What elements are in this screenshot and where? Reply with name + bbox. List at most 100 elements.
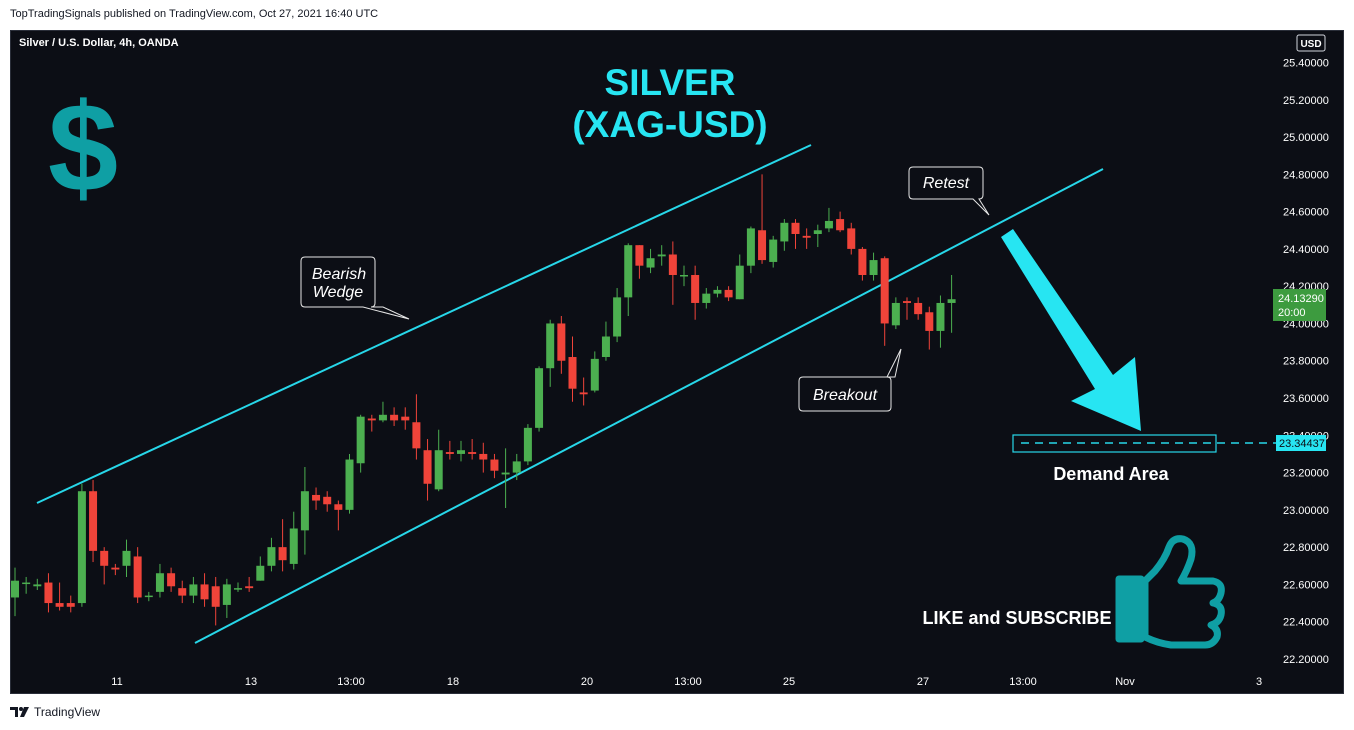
- x-tick-label: 18: [447, 676, 459, 688]
- candle: [390, 407, 399, 426]
- candle: [457, 440, 465, 462]
- candle: [367, 414, 376, 432]
- candle: [312, 487, 321, 510]
- y-tick-label: 25.00000: [1283, 132, 1329, 144]
- candle: [334, 500, 343, 531]
- y-tick-label: 24.60000: [1283, 207, 1329, 219]
- lower-trendline: [194, 168, 1104, 644]
- candle: [122, 539, 131, 577]
- chart-area[interactable]: 25.40000 25.20000 25.00000 24.80000 24.60000…: [10, 30, 1344, 694]
- candle: [802, 228, 811, 249]
- candle: [947, 274, 956, 333]
- candle: [724, 286, 733, 302]
- candle: [267, 537, 276, 572]
- candle: [813, 224, 822, 248]
- bearish-wedge-callout: [300, 256, 410, 320]
- last-price-value: 24.13290: [1278, 293, 1324, 305]
- price-axis[interactable]: 25.40000 25.20000 25.00000 24.80000 24.60000…: [1283, 58, 1329, 666]
- currency-badge-box[interactable]: [1296, 34, 1326, 52]
- last-price-countdown: 20:00: [1278, 307, 1306, 319]
- candle: [780, 219, 789, 251]
- x-tick-label: 13:00: [674, 676, 702, 688]
- candle: [100, 547, 109, 585]
- bearish-label-line1: Bearish: [312, 266, 366, 283]
- tradingview-logo-icon: [10, 707, 29, 717]
- candle: [903, 297, 911, 320]
- candle: [914, 297, 923, 320]
- x-tick-label: 13:00: [1009, 676, 1037, 688]
- candle: [412, 394, 421, 460]
- bearish-label-line2: Wedge: [313, 284, 364, 301]
- currency-badge: USD: [1300, 39, 1321, 50]
- candle: [155, 563, 164, 598]
- candle: [936, 295, 945, 348]
- candle: [234, 582, 242, 592]
- like-subscribe-label: LIKE and SUBSCRIBE: [922, 608, 1111, 628]
- candle: [55, 582, 64, 611]
- x-tick-label: 20: [581, 676, 593, 688]
- y-tick-label: 23.20000: [1283, 468, 1329, 480]
- candlestick-chart[interactable]: 25.40000 25.20000 25.00000 24.80000 24.60000…: [11, 31, 1343, 693]
- candle: [300, 466, 309, 555]
- breakout-label: Breakout: [813, 387, 878, 404]
- candles: [11, 174, 956, 626]
- candle: [824, 207, 833, 233]
- y-tick-label: 23.80000: [1283, 356, 1329, 368]
- candle: [401, 407, 410, 430]
- candle: [635, 245, 644, 279]
- x-tick-label: 13:00: [337, 676, 365, 688]
- candle: [289, 511, 298, 570]
- y-tick-label: 22.60000: [1283, 579, 1329, 591]
- candle: [434, 429, 443, 492]
- candle: [111, 563, 120, 576]
- candle: [702, 288, 711, 309]
- candle: [66, 595, 75, 613]
- footer-brand: TradingView: [34, 705, 101, 719]
- candle: [880, 256, 889, 346]
- retest-label: Retest: [923, 175, 970, 192]
- candle: [22, 576, 31, 594]
- candle: [869, 252, 878, 281]
- candle: [713, 286, 722, 298]
- candle: [490, 453, 499, 479]
- retest-callout: [908, 166, 990, 216]
- y-tick-label: 25.40000: [1283, 58, 1329, 70]
- candle: [746, 226, 755, 274]
- symbol-label: Silver / U.S. Dollar, 4h, OANDA: [19, 37, 179, 49]
- publish-line: TopTradingSignals published on TradingVi…: [10, 8, 379, 20]
- candle: [735, 254, 744, 300]
- candle: [256, 556, 265, 581]
- upper-trendline: [36, 144, 812, 504]
- candle: [144, 591, 153, 602]
- candle: [44, 573, 53, 613]
- time-axis[interactable]: 11 13 13:00 18 20 13:00 25 27 13:00 Nov 3: [111, 676, 1262, 688]
- y-tick-label: 23.00000: [1283, 505, 1329, 517]
- candle: [657, 245, 666, 266]
- y-tick-label: 23.60000: [1283, 393, 1329, 405]
- dollar-sign-icon: $: [48, 77, 118, 218]
- candle: [590, 351, 599, 393]
- footer: TradingView: [10, 705, 100, 719]
- x-tick-label: 13: [245, 676, 257, 688]
- candle: [345, 453, 354, 514]
- candle: [847, 222, 856, 255]
- candle: [769, 235, 778, 268]
- candle: [557, 316, 566, 374]
- candle: [445, 440, 454, 460]
- y-tick-label: 22.40000: [1283, 617, 1329, 629]
- candle: [691, 265, 700, 320]
- candle: [523, 424, 532, 466]
- demand-price-tag: [1276, 435, 1326, 451]
- candle: [836, 211, 845, 233]
- demand-price-value: 23.34437: [1279, 438, 1325, 450]
- candle: [535, 366, 544, 432]
- y-tick-label: 24.00000: [1283, 318, 1329, 330]
- candle: [133, 547, 142, 604]
- candle: [77, 483, 86, 607]
- x-tick-label: 25: [783, 676, 795, 688]
- chart-title-line2: (XAG-USD): [572, 104, 767, 145]
- arrow-down-icon: [1001, 229, 1141, 431]
- candle: [680, 265, 688, 287]
- breakout-callout: [798, 348, 902, 412]
- chart-title-line1: SILVER: [605, 62, 736, 103]
